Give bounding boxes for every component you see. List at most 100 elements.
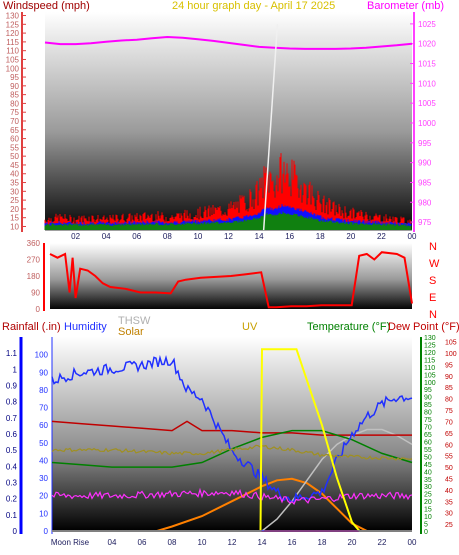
wind-left-tick: 120	[6, 29, 20, 38]
wind-left-tick: 80	[10, 99, 19, 108]
direction-compass-tick: E	[429, 292, 436, 304]
wind-left-tick: 125	[6, 20, 20, 29]
solar-line	[52, 477, 368, 532]
humidity-tick: 60	[39, 421, 48, 430]
temperature-tick: 90	[424, 395, 432, 402]
wind-left-tick: 15	[10, 214, 19, 223]
rainfall-tick: 0.4	[6, 462, 18, 471]
dewpoint-tick: 45	[445, 477, 453, 484]
weather-x-tick: 12	[228, 538, 237, 547]
graph-title: 24 hour graph day - April 17 2025	[172, 0, 335, 12]
wind-panel-bg	[45, 12, 412, 230]
wind-x-tick: 04	[102, 232, 111, 241]
humidity-tick: 20	[39, 492, 48, 501]
wind-x-tick: 12	[224, 232, 233, 241]
wind-x-tick: 02	[71, 232, 80, 241]
wind-x-tick: 14	[255, 232, 264, 241]
temperature-tick: 75	[424, 417, 432, 424]
wind-white-line	[262, 23, 279, 231]
temperature-tick: 15	[424, 507, 432, 514]
thsw-label: THSW	[118, 315, 151, 327]
rainfall-tick: 0.1	[6, 511, 18, 520]
temperature-tick: 125	[424, 342, 436, 349]
direction-left-tick: 90	[31, 289, 40, 298]
wind-left-tick: 25	[10, 196, 19, 205]
wind-left-tick: 70	[10, 117, 19, 126]
dewpoint-tick: 55	[445, 454, 453, 461]
wind-left-tick: 35	[10, 179, 19, 188]
dewpoint-line	[51, 420, 412, 436]
baro-right-tick: 1010	[418, 79, 436, 88]
weather-x-tick: 06	[138, 538, 147, 547]
humidity-tick: 80	[39, 386, 48, 395]
weather-series	[51, 348, 413, 532]
dewpoint-tick: 80	[445, 397, 453, 404]
direction-compass-tick: N	[429, 309, 437, 321]
direction-compass-tick: S	[429, 275, 436, 287]
rainfall-tick: 0.6	[6, 430, 18, 439]
wind-left-tick: 105	[6, 55, 20, 64]
dewpoint-tick: 30	[445, 511, 453, 518]
wind-x-tick: 00	[408, 232, 417, 241]
dewpoint-label: Dew Point (°F)	[388, 321, 459, 333]
windspeed-label: Windspeed (mph)	[3, 0, 90, 12]
temperature-tick: 50	[424, 454, 432, 461]
temperature-tick: 55	[424, 447, 432, 454]
wind-x-tick: 20	[346, 232, 355, 241]
wind-x-tick: 18	[316, 232, 325, 241]
solar-secondary-line	[51, 444, 413, 461]
temperature-tick: 40	[424, 469, 432, 476]
wind-left-tick: 110	[6, 47, 19, 56]
wind-x-tick: 06	[132, 232, 141, 241]
rainfall-tick: 0.7	[6, 414, 18, 423]
rainfall-tick: 0.8	[6, 398, 18, 407]
baro-right-tick: 995	[418, 139, 432, 148]
wind-left-tick: 10	[10, 222, 19, 231]
temperature-tick: 115	[424, 357, 435, 364]
wind-left-tick: 45	[10, 161, 19, 170]
temperature-tick: 0	[424, 529, 428, 536]
direction-left-tick: 360	[27, 239, 41, 248]
dewpoint-tick: 35	[445, 499, 453, 506]
rainfall-tick: 0	[13, 527, 18, 536]
rainfall-tick: 1	[13, 365, 18, 374]
weather-x-tick: 10	[198, 538, 207, 547]
temperature-tick: 105	[424, 372, 436, 379]
wind-left-tick: 115	[6, 38, 19, 47]
dewpoint-tick: 60	[445, 442, 453, 449]
weather-x-tick: Moon Rise	[51, 538, 90, 547]
wind-x-tick: 22	[377, 232, 386, 241]
solar-label: Solar	[118, 326, 144, 338]
barometer-label: Barometer (mb)	[367, 0, 444, 12]
temperature-tick: 45	[424, 462, 432, 469]
humidity-tick: 30	[39, 474, 48, 483]
humidity-tick: 0	[44, 527, 49, 536]
rainfall-tick: 0.5	[6, 446, 18, 455]
wind-x-tick: 08	[163, 232, 172, 241]
rainfall-tick: 0.3	[6, 479, 18, 488]
humidity-label: Humidity	[64, 321, 107, 333]
dewpoint-tick: 70	[445, 419, 453, 426]
temperature-tick: 70	[424, 425, 432, 432]
dewpoint-tick: 90	[445, 374, 453, 381]
wind-x-tick: 16	[285, 232, 294, 241]
temperature-tick: 5	[424, 522, 428, 529]
wind-left-tick: 90	[10, 82, 19, 91]
weather-x-tick: 14	[258, 538, 267, 547]
baro-right-tick: 1005	[418, 99, 436, 108]
weather-x-tick: 20	[348, 538, 357, 547]
weather-x-tick: 18	[318, 538, 327, 547]
baro-right-tick: 1020	[418, 40, 436, 49]
wind-left-tick: 55	[10, 143, 19, 152]
temperature-tick: 30	[424, 484, 432, 491]
thsw-line	[261, 428, 413, 532]
wind-left-tick: 40	[10, 170, 19, 179]
direction-compass-tick: N	[429, 241, 437, 253]
baro-right-tick: 990	[418, 159, 432, 168]
barometer-line	[44, 35, 413, 50]
direction-compass-tick: W	[429, 258, 440, 270]
wind-left-tick: 20	[10, 205, 19, 214]
dewpoint-tick: 25	[445, 522, 453, 529]
wind-left-tick: 30	[10, 187, 19, 196]
wind-left-tick: 75	[10, 108, 19, 117]
